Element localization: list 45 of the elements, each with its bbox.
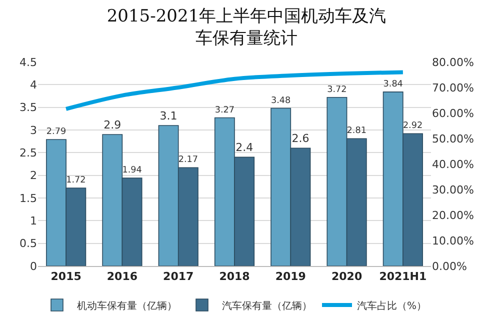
chart-title: 2015-2021年上半年中国机动车及汽车保有量统计 [106,6,386,49]
legend-label: 汽车占比（%） [357,300,427,312]
line-series [64,70,405,111]
x-tick-label: 2018 [219,270,250,284]
x-tick-label: 2017 [163,270,194,284]
data-label: 3.72 [327,84,347,95]
data-label: 2.17 [178,155,198,166]
x-tick-label: 2019 [275,270,306,284]
y-tick-label: 1.5 [20,192,37,205]
y2-tick-label: 10.00% [432,234,474,248]
x-tick-label: 2015 [50,270,82,284]
data-label: 3.1 [160,109,178,122]
y-tick-label: 3 [30,124,37,137]
x-tick-label: 2020 [331,270,362,284]
y2-tick-label: 60.00% [432,106,474,120]
y-tick-label: 4 [30,78,37,92]
y2-tick-label: 20.00% [432,208,474,222]
y-tick-label: 0.5 [20,237,37,250]
data-label: 2.4 [236,141,254,154]
data-label: 1.94 [122,166,142,176]
y2-tick-label: 80.00% [432,56,474,69]
y-tick-label: 4.5 [20,56,37,69]
y-tick-label: 1 [30,214,37,228]
data-label: 2.92 [402,121,423,132]
y2-tick-label: 0.00% [432,260,467,273]
y-tick-label: 2 [30,169,37,182]
data-label: 2.9 [104,118,122,132]
data-label: 2.81 [346,126,366,136]
data-label: 3.48 [271,96,291,106]
y2-tick-label: 30.00% [432,183,474,196]
y2-tick-label: 40.00% [432,158,474,171]
data-label: 3.27 [214,105,234,116]
data-label: 2.6 [292,132,310,146]
y2-tick-label: 50.00% [432,132,474,146]
data-label: 2.79 [46,127,66,138]
x-tick-label: 2016 [106,270,138,284]
y-tick-label: 0 [30,260,37,273]
y-tick-label: 3.5 [20,101,37,114]
y2-tick-label: 70.00% [432,81,474,94]
y-tick-label: 2.5 [20,146,37,160]
legend-label: 汽车保有量（亿辆） [222,300,312,312]
data-label: 3.84 [383,80,404,90]
data-label: 1.72 [66,176,86,186]
x-tick-label: 2021H1 [379,270,427,284]
legend-label: 机动车保有量（亿辆） [77,300,177,312]
